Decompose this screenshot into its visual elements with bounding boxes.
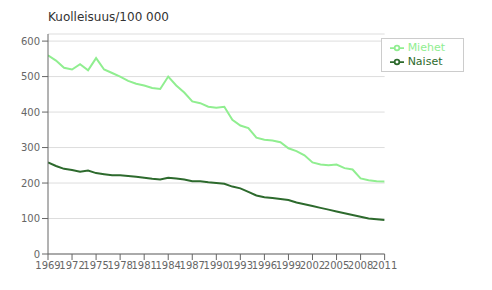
svg-text:2011: 2011 bbox=[372, 260, 397, 271]
html-text:Kuolleisuus/100 000: Kuolleisuus/100 000 bbox=[48, 10, 169, 24]
svg-text:1984: 1984 bbox=[155, 260, 180, 271]
svg-text:300: 300 bbox=[21, 142, 40, 153]
html-text:Miehet: Miehet bbox=[407, 41, 445, 54]
svg-text:1975: 1975 bbox=[83, 260, 108, 271]
svg-text:1993: 1993 bbox=[228, 260, 253, 271]
svg-text:200: 200 bbox=[21, 178, 40, 189]
svg-text:600: 600 bbox=[21, 36, 40, 47]
svg-text:1972: 1972 bbox=[59, 260, 84, 271]
svg-text:1978: 1978 bbox=[107, 260, 132, 271]
svg-text:1969: 1969 bbox=[35, 260, 60, 271]
svg-text:1987: 1987 bbox=[180, 260, 205, 271]
html-text:Naiset: Naiset bbox=[407, 55, 443, 68]
svg-text:100: 100 bbox=[21, 213, 40, 224]
svg-text:1999: 1999 bbox=[276, 260, 301, 271]
svg-text:2002: 2002 bbox=[300, 260, 325, 271]
svg-text:2005: 2005 bbox=[324, 260, 349, 271]
svg-text:1981: 1981 bbox=[131, 260, 156, 271]
svg-text:500: 500 bbox=[21, 71, 40, 82]
svg-text:400: 400 bbox=[21, 107, 40, 118]
svg-text:1990: 1990 bbox=[204, 260, 229, 271]
svg-text:2008: 2008 bbox=[348, 260, 373, 271]
svg-text:0: 0 bbox=[34, 249, 40, 260]
svg-text:1996: 1996 bbox=[252, 260, 277, 271]
